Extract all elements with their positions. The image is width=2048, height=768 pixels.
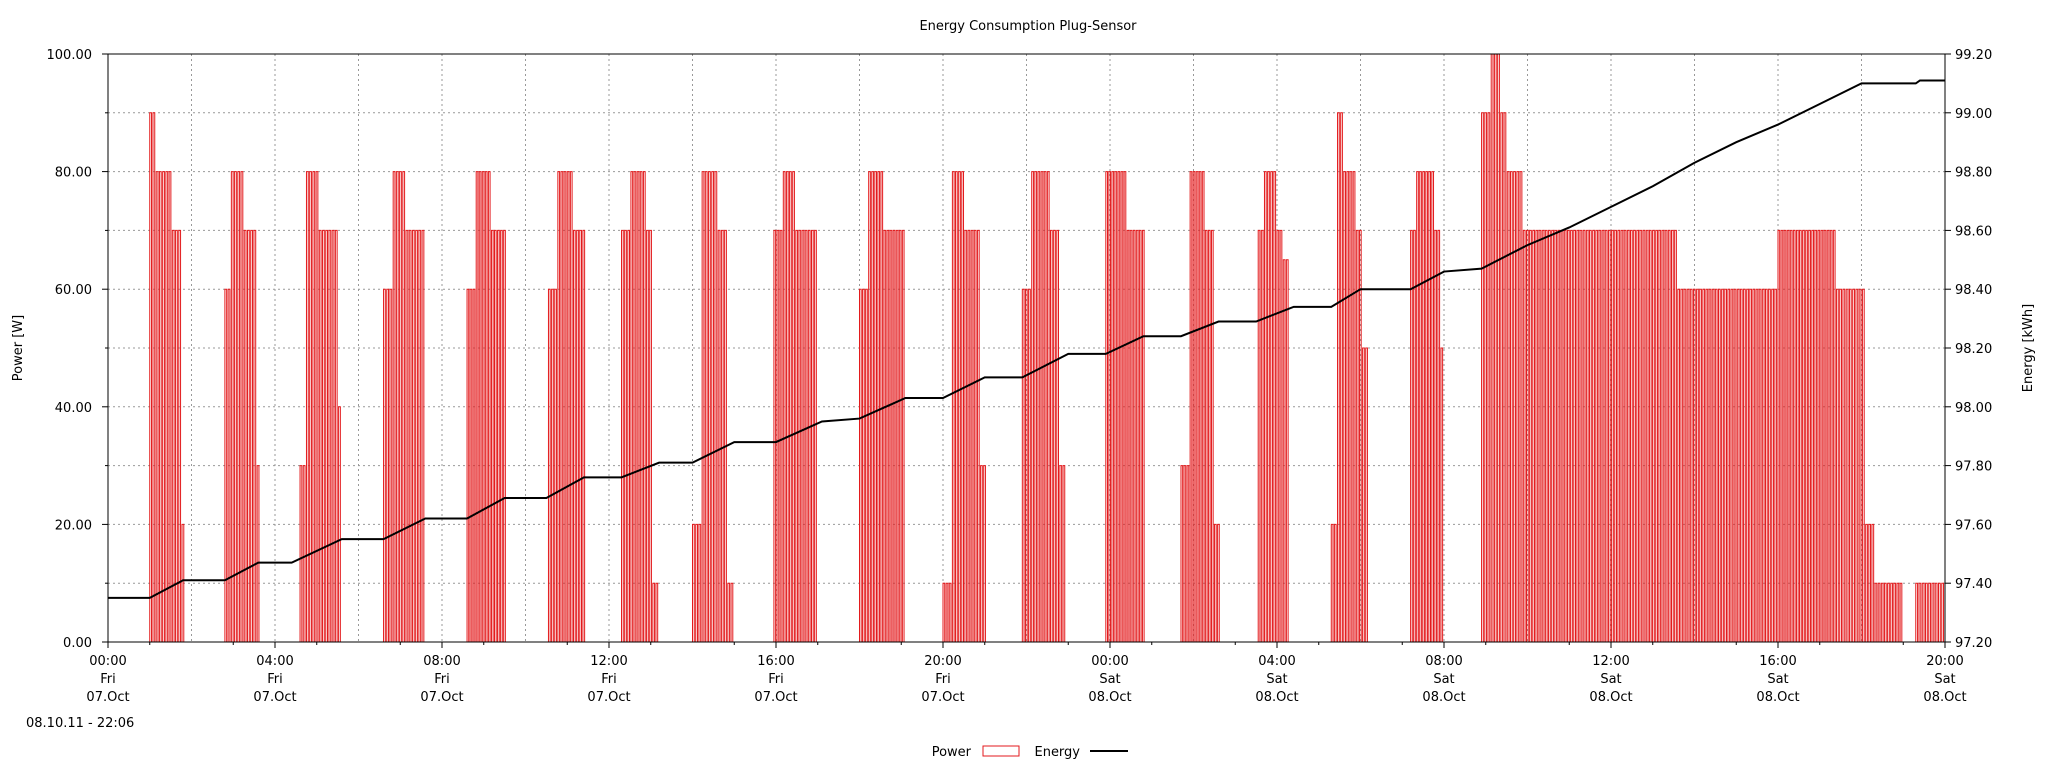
x-tick-label-date: 07.Oct <box>86 690 129 705</box>
power-burst <box>1865 523 1903 642</box>
x-tick-label-date: 07.Oct <box>420 690 463 705</box>
x-tick-label-time: 08:00 <box>1425 654 1462 669</box>
x-tick-label-time: 04:00 <box>1258 654 1295 669</box>
x-tick-label-date: 08.Oct <box>1756 690 1799 705</box>
power-series <box>149 53 1945 642</box>
x-tick-label-day: Fri <box>768 672 784 687</box>
x-tick-label-time: 20:00 <box>924 654 961 669</box>
x-tick-label-time: 12:00 <box>590 654 627 669</box>
left-tick-label: 60.00 <box>55 283 92 298</box>
right-tick-label: 97.80 <box>1955 460 1992 475</box>
timestamp: 08.10.11 - 22:06 <box>26 716 134 731</box>
right-tick-label: 97.20 <box>1955 636 1992 651</box>
x-tick-label-date: 08.Oct <box>1088 690 1131 705</box>
power-burst <box>1330 112 1368 642</box>
left-tick-label: 20.00 <box>55 518 92 533</box>
x-tick-label-day: Fri <box>434 672 450 687</box>
right-tick-label: 98.80 <box>1955 166 1992 181</box>
x-tick-label-day: Sat <box>1099 672 1120 687</box>
power-burst <box>1915 582 1945 642</box>
power-burst <box>1410 171 1444 642</box>
right-tick-label: 99.00 <box>1955 107 1992 122</box>
power-burst <box>1835 288 1865 642</box>
legend-power-label: Power <box>932 745 972 760</box>
energy-line <box>108 79 1945 599</box>
left-axis-label: Power [W] <box>11 315 26 381</box>
energy-series <box>108 79 1945 599</box>
x-tick-label-day: Sat <box>1600 672 1621 687</box>
x-tick-label-time: 04:00 <box>256 654 293 669</box>
legend-energy-label: Energy <box>1034 745 1080 760</box>
legend-power-swatch <box>982 745 1020 757</box>
x-tick-label-date: 07.Oct <box>921 690 964 705</box>
x-tick-label-time: 00:00 <box>1091 654 1128 669</box>
right-tick-label: 98.60 <box>1955 224 1992 239</box>
right-tick-label: 98.00 <box>1955 401 1992 416</box>
x-tick-label-time: 00:00 <box>89 654 126 669</box>
x-tick-label-date: 07.Oct <box>587 690 630 705</box>
power-burst <box>299 171 341 642</box>
power-burst <box>1021 171 1066 642</box>
power-burst <box>224 171 260 642</box>
x-tick-label-date: 08.Oct <box>1255 690 1298 705</box>
left-tick-label: 40.00 <box>55 401 92 416</box>
power-burst <box>692 171 734 642</box>
left-tick-label: 0.00 <box>63 636 92 651</box>
x-tick-label-day: Sat <box>1767 672 1788 687</box>
x-tick-label-date: 07.Oct <box>754 690 797 705</box>
power-burst <box>621 171 659 642</box>
x-tick-label-time: 20:00 <box>1926 654 1963 669</box>
right-tick-label: 99.20 <box>1955 48 1992 63</box>
right-tick-label: 98.40 <box>1955 283 1992 298</box>
power-burst <box>1522 229 1677 642</box>
power-burst <box>1481 53 1523 642</box>
x-tick-label-time: 16:00 <box>1759 654 1796 669</box>
right-tick-label: 98.20 <box>1955 342 1992 357</box>
right-axis-label: Energy [kWh] <box>2021 304 2036 392</box>
power-burst <box>1777 229 1836 642</box>
x-tick-label-date: 08.Oct <box>1422 690 1465 705</box>
x-axis-ticks: 00:00 Fri 07.Oct 04:00 Fri 07.Oct 08:00 Fri 07.O… <box>86 642 1967 705</box>
x-tick-label-day: Fri <box>267 672 283 687</box>
power-burst <box>1180 171 1220 642</box>
power-burst <box>859 171 905 642</box>
x-tick-label-date: 07.Oct <box>253 690 296 705</box>
left-tick-label: 100.00 <box>47 48 93 63</box>
x-tick-label-date: 08.Oct <box>1923 690 1966 705</box>
legend: Power Energy <box>932 745 1128 760</box>
x-tick-label-day: Fri <box>935 672 951 687</box>
x-tick-label-day: Fri <box>601 672 617 687</box>
power-burst <box>1257 171 1289 642</box>
power-burst <box>942 171 986 642</box>
power-burst <box>547 171 586 642</box>
x-tick-label-day: Sat <box>1934 672 1955 687</box>
right-tick-label: 97.60 <box>1955 518 1992 533</box>
right-axis-ticks: 97.20 97.40 97.60 97.80 98.00 98.20 98.40 98.60… <box>1945 48 1992 651</box>
power-burst <box>773 171 817 642</box>
x-tick-label-time: 16:00 <box>757 654 794 669</box>
left-tick-label: 80.00 <box>55 166 92 181</box>
x-tick-label-time: 12:00 <box>1592 654 1629 669</box>
x-tick-label-time: 08:00 <box>423 654 460 669</box>
x-tick-label-day: Fri <box>100 672 116 687</box>
left-axis-ticks: 0.00 20.00 40.00 60.00 80.00 100.00 <box>47 48 108 651</box>
power-burst <box>149 112 185 642</box>
right-tick-label: 97.40 <box>1955 577 1992 592</box>
power-burst <box>466 171 506 642</box>
power-burst <box>1677 288 1778 642</box>
power-burst <box>1105 171 1145 642</box>
chart-title: Energy Consumption Plug-Sensor <box>919 19 1137 34</box>
x-tick-label-day: Sat <box>1433 672 1454 687</box>
power-burst <box>383 171 425 642</box>
x-tick-label-day: Sat <box>1266 672 1287 687</box>
x-tick-label-date: 08.Oct <box>1589 690 1632 705</box>
